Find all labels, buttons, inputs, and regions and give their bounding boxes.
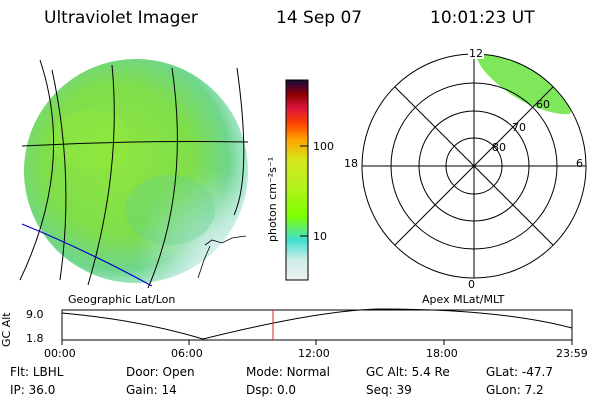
info-ip: IP: 36.0 (10, 383, 56, 397)
info-seq: Seq: 39 (366, 383, 412, 397)
mlat-label-60: 60 (536, 98, 550, 111)
info-dsp: Dsp: 0.0 (246, 383, 297, 397)
altitude-strip (61, 308, 573, 345)
date-label: 14 Sep 07 (276, 8, 363, 28)
info-door: Door: Open (126, 365, 195, 379)
uv-earth-image (19, 59, 249, 289)
info-gain: Gain: 14 (126, 383, 177, 397)
info-glon: GLon: 7.2 (486, 383, 544, 397)
time-tick-4: 23:59 (556, 347, 588, 360)
instrument-title: Ultraviolet Imager (44, 8, 198, 28)
time-label: 10:01:23 UT (430, 8, 535, 28)
mlat-label-70: 70 (512, 121, 526, 134)
colorbar (285, 79, 309, 281)
polar-panel-label: Apex MLat/MLT (422, 293, 505, 306)
time-tick-3: 18:00 (426, 347, 458, 360)
mlat-label-80: 80 (492, 141, 506, 154)
info-gc-alt: GC Alt: 5.4 Re (366, 365, 450, 379)
time-tick-0: 00:00 (44, 347, 76, 360)
info-mode: Mode: Normal (246, 365, 330, 379)
colorbar-tick-100: 100 (313, 140, 334, 153)
alt-tick-bottom: 1.8 (26, 332, 44, 345)
info-glat: GLat: -47.7 (486, 365, 553, 379)
mlt-label-18: 18 (344, 157, 358, 170)
colorbar-tick-10: 10 (313, 230, 327, 243)
polar-plot (361, 53, 587, 279)
info-flt: Flt: LBHL (10, 365, 64, 379)
mlt-label-12: 12 (468, 47, 484, 60)
mlt-label-6: 6 (576, 157, 583, 170)
alt-axis-label: GC Alt (0, 312, 13, 347)
colorbar-label: photon cm⁻²s⁻¹ (266, 156, 279, 242)
mlt-label-0: 0 (468, 278, 475, 291)
image-panel-label: Geographic Lat/Lon (68, 293, 176, 306)
time-tick-2: 12:00 (298, 347, 330, 360)
time-tick-1: 06:00 (171, 347, 203, 360)
alt-tick-top: 9.0 (26, 308, 44, 321)
